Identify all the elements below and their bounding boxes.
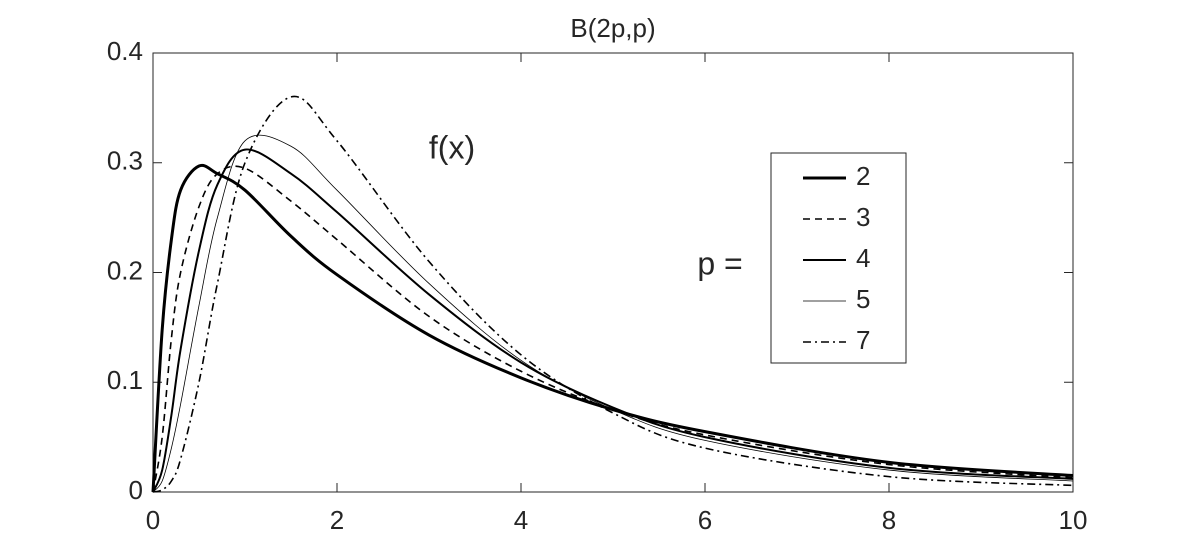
series-line (152, 95, 1074, 493)
chart-title: B(2p,p) (570, 13, 655, 43)
x-tick-label: 4 (514, 505, 528, 535)
legend-label: 4 (856, 243, 870, 273)
x-tick-label: 8 (882, 505, 896, 535)
y-tick-label: 0.2 (107, 255, 143, 285)
legend-box (770, 152, 907, 364)
plot-frame (152, 52, 1074, 493)
x-tick-label: 6 (698, 505, 712, 535)
y-tick-label: 0.4 (107, 36, 143, 66)
series-line (152, 165, 1074, 493)
legend-title: p = (697, 245, 742, 281)
legend-label: 2 (856, 161, 870, 191)
legend-label: 3 (856, 202, 870, 232)
x-tick-label: 10 (1059, 505, 1088, 535)
series-line (152, 148, 1074, 493)
annotation: f(x) (429, 129, 475, 165)
legend-label: 5 (856, 284, 870, 314)
y-tick-label: 0.3 (107, 146, 143, 176)
legend-label: 7 (856, 325, 870, 355)
x-tick-label: 2 (330, 505, 344, 535)
x-tick-label: 0 (146, 505, 160, 535)
series-line (151, 163, 1074, 493)
series-line (152, 134, 1074, 493)
y-tick-label: 0 (129, 475, 143, 505)
y-tick-label: 0.1 (107, 365, 143, 395)
